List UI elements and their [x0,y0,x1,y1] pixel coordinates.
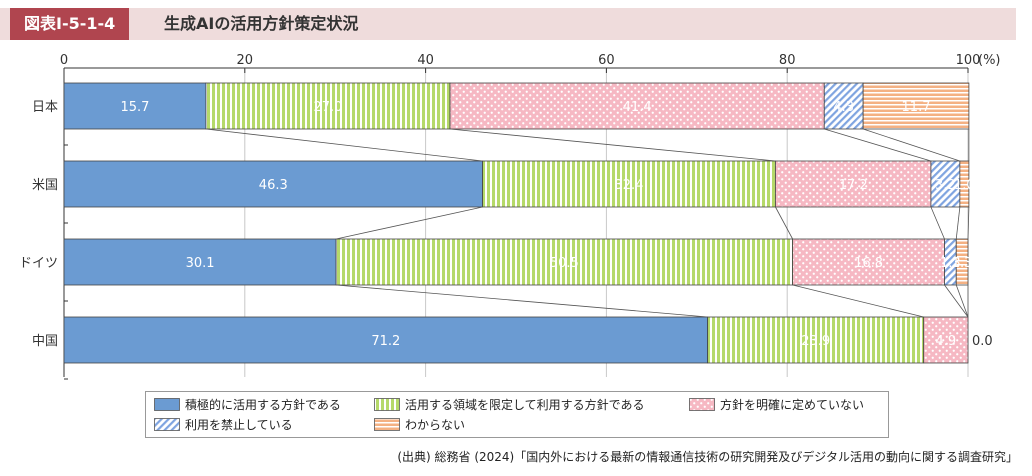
data-label: 16.8 [854,256,883,271]
bar-segment [959,160,970,208]
connector-line [824,128,932,162]
connector-line [944,284,969,318]
legend-label: 活用する領域を限定して利用する方針である [405,398,645,412]
connector-line [863,128,960,162]
data-label: 15.7 [120,100,149,115]
figure-label: 図表Ⅰ-5-1-4 [10,8,130,40]
legend-label: 積極的に活用する方針である [185,398,341,412]
bar-segment [449,82,825,130]
connector-line [955,284,969,318]
data-label: 17.2 [839,178,868,193]
x-unit-label: (%) [978,53,1001,68]
x-tick-label: 0 [60,53,68,68]
bar-segment [862,82,970,130]
connector-line [205,128,483,162]
data-label: 23.9 [801,334,830,349]
bar-segment [707,316,925,364]
legend-swatch-active [154,398,180,411]
legend-label: 方針を明確に定めていない [720,398,865,412]
connector-line [792,284,924,318]
data-label: 27.0 [313,100,342,115]
chart-title: 生成AIの活用方針策定状況 [164,14,359,33]
legend-swatch-limited [374,398,400,411]
x-tick-label: 40 [417,53,434,68]
data-label: 1.0 [954,178,975,193]
x-tick-label: 80 [779,53,796,68]
bar-segment [63,238,337,286]
legend-swatch-unknown [374,418,400,431]
data-label: 50.5 [550,256,579,271]
connector-line [449,128,776,162]
category-label: ドイツ [19,256,58,271]
x-tick-label: 60 [598,53,615,68]
connector-line [775,206,793,240]
data-label: 3.2 [935,178,956,193]
data-label-outside: 0.0 [972,334,993,349]
bar-segment [955,238,969,286]
bar-segment [205,82,451,130]
data-label: 4.9 [936,334,957,349]
data-label: 1.3 [952,256,973,271]
bar-segment [335,238,794,286]
source-note: (出典) 総務省 (2024)「国内外における最新の情報通信技術の研究開発及びデ… [397,450,1018,464]
connector-line [955,206,961,240]
data-label: 4.3 [833,100,854,115]
bar-segment [63,316,709,364]
legend-label: わからない [405,418,466,432]
bar-segment [792,238,945,286]
bar-segment [923,316,969,364]
chart-legend: 積極的に活用する方針である 活用する領域を限定して利用する方針である 方針を明確… [145,391,889,438]
connector-line [930,206,945,240]
bar-segment [775,160,932,208]
category-label: 米国 [32,178,58,193]
bar-segment [63,160,483,208]
data-label: 32.4 [615,178,644,193]
bar-segment [482,160,776,208]
category-label: 中国 [32,334,58,349]
legend-label: 利用を禁止している [185,418,293,432]
connector-line [336,284,708,318]
x-tick-label: 100 [956,53,981,68]
bar-segment [930,160,961,208]
data-label: 46.3 [259,178,288,193]
bar-segment [63,82,207,130]
data-label: 11.7 [902,100,931,115]
connector-line [336,206,483,240]
connector-line [967,206,970,240]
data-label: 1.3 [940,256,961,271]
category-label: 日本 [32,100,58,115]
data-label: 71.2 [371,334,400,349]
data-label: 41.4 [623,100,652,115]
legend-swatch-prohibited [154,418,180,431]
figure-header: 図表Ⅰ-5-1-4 生成AIの活用方針策定状況 [0,8,1016,40]
legend-swatch-undecided [689,398,715,411]
data-label: 30.1 [186,256,215,271]
x-tick-label: 20 [237,53,254,68]
